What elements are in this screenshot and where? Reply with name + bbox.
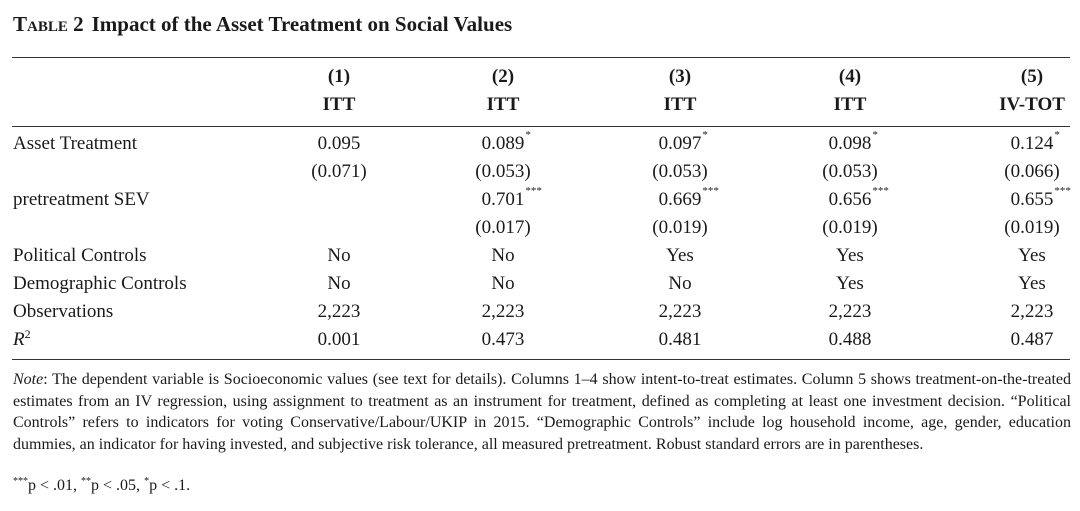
coef-cell: 0.701 *** [481,185,542,210]
se-cell: (0.019) [1004,217,1060,238]
star-marker: * [872,129,878,141]
coef-cell: 0.656 *** [828,185,889,210]
table-cell: 2,223 [1010,301,1054,322]
star-marker: * [525,129,531,141]
star-marker: * [1054,129,1060,141]
table-cell: Yes [1018,245,1046,266]
asset-treatment-se-row: (0.071) (0.053) (0.053) (0.053) (0.066) [0,161,1080,187]
se-cell: (0.019) [822,217,878,238]
table-cell: No [327,245,351,266]
table-cell: 2,223 [828,301,872,322]
table-cell: No [491,245,515,266]
se-cell: (0.053) [652,161,708,182]
header-numbers-row: (1) (2) (3) (4) (5) [0,66,1080,92]
se-cell: (0.066) [1004,161,1060,182]
table-cell: No [491,273,515,294]
se-cell: (0.053) [822,161,878,182]
col-type: ITT [322,94,356,115]
se-cell: (0.071) [311,161,367,182]
header-rule [12,126,1070,127]
table-title: Table 2 Impact of the Asset Treatment on … [13,12,512,37]
asset-treatment-row: Asset Treatment 0.095 0.089 * 0.097 * 0.09… [0,129,1080,159]
significance-legend: ***p < .01, **p < .05, *p < .1. [13,476,191,494]
col-type: ITT [486,94,520,115]
coef-cell: 0.095 [317,133,361,154]
coef-cell: 0.098 * [828,129,878,154]
star-marker: * [702,129,708,141]
bottom-rule [12,359,1070,361]
header-types-row: ITT ITT ITT ITT IV-TOT [0,94,1080,120]
se-cell: (0.053) [475,161,531,182]
row-label: Political Controls [13,245,147,266]
se-cell: (0.019) [652,217,708,238]
col-number: (5) [1020,66,1044,87]
coef-cell: 0.097 * [658,129,708,154]
political-controls-row: Political Controls No No Yes Yes Yes [0,245,1080,271]
top-rule [12,57,1070,59]
table-cell: Yes [1018,273,1046,294]
coef-cell: 0.669 *** [658,185,719,210]
col-number: (1) [327,66,351,87]
col-number: (4) [838,66,862,87]
coef-cell: 0.124 * [1010,129,1060,154]
pretreatment-sev-row: pretreatment SEV 0.701 *** 0.669 *** 0.656… [0,185,1080,215]
row-label: R2 [13,327,31,350]
row-label: Demographic Controls [13,273,187,294]
table-cell: Yes [666,245,694,266]
table-cell: 0.487 [1010,329,1054,350]
star-marker: *** [702,185,719,197]
pretreatment-sev-se-row: (0.017) (0.019) (0.019) (0.019) [0,217,1080,243]
table-cell: Yes [836,273,864,294]
star-marker: *** [872,185,889,197]
table-cell: 2,223 [317,301,361,322]
note-text: : The dependent variable is Socioeconomi… [13,371,1071,453]
coef-cell: 0.089 * [481,129,531,154]
star-marker: *** [525,185,542,197]
table-cell: No [327,273,351,294]
table-cell: No [668,273,692,294]
table-cell: 0.473 [481,329,525,350]
row-label: Observations [13,301,114,322]
row-label: pretreatment SEV [13,189,150,210]
table-cell: 2,223 [658,301,702,322]
table-number: Table 2 [13,12,84,36]
observations-row: Observations 2,223 2,223 2,223 2,223 2,2… [0,301,1080,327]
col-type: ITT [663,94,697,115]
table-cell: 0.001 [317,329,361,350]
col-type: IV-TOT [999,94,1065,115]
table-cell: Yes [836,245,864,266]
col-number: (3) [668,66,692,87]
table-cell: 2,223 [481,301,525,322]
table-cell: 0.481 [658,329,702,350]
star-marker: *** [1054,185,1071,197]
se-cell: (0.017) [475,217,531,238]
demographic-controls-row: Demographic Controls No No No Yes Yes [0,273,1080,299]
coef-cell: 0.655 *** [1010,185,1071,210]
row-label: Asset Treatment [13,133,138,154]
col-type: ITT [833,94,867,115]
col-number: (2) [491,66,515,87]
table-cell: 0.488 [828,329,872,350]
table-note: Note: The dependent variable is Socioeco… [13,369,1071,455]
note-label: Note [13,371,44,388]
r-squared-row: R2 0.001 0.473 0.481 0.488 0.487 [0,327,1080,355]
table-title-text: Impact of the Asset Treatment on Social … [91,12,513,36]
